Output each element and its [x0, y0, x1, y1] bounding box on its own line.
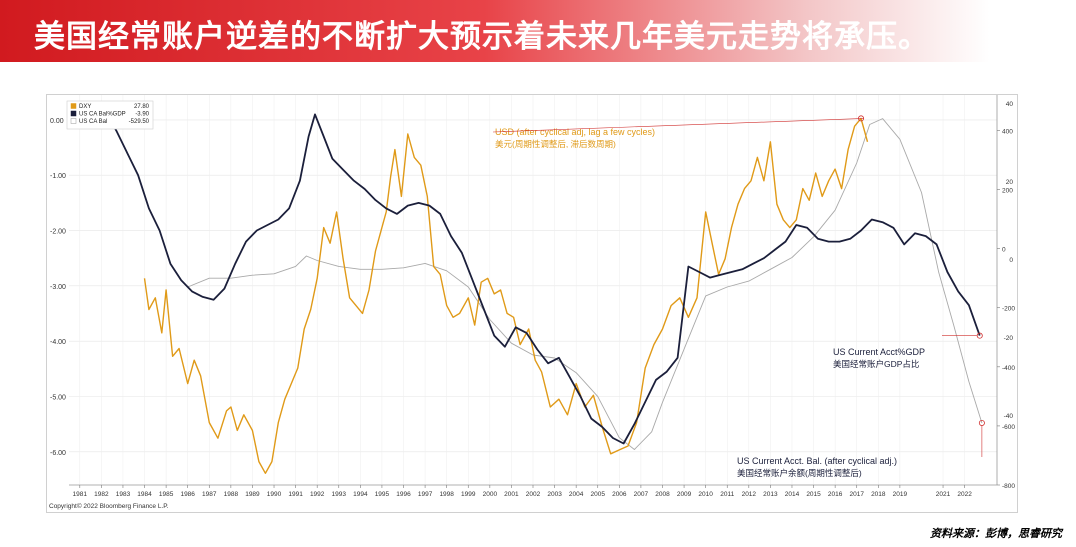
x-axis-tick-label: 1982	[94, 491, 109, 498]
grid	[69, 95, 997, 485]
legend-box	[66, 100, 154, 130]
legend-swatch	[70, 118, 77, 124]
annotation-bal-en: US Current Acct. Bal. (after cyclical ad…	[737, 456, 897, 466]
x-axis-tick-label: 1985	[159, 491, 174, 498]
series-line-dxy	[143, 117, 869, 474]
x-axis-tick-label: 1988	[224, 491, 239, 498]
x-axis-tick-label: 2000	[483, 491, 498, 498]
x-axis-tick-label: 2004	[569, 491, 584, 498]
x-axis-tick-label: 1998	[439, 491, 454, 498]
x-axis-tick-label: 2011	[720, 491, 734, 498]
x-axis-tick-label: 2015	[806, 491, 821, 498]
x-axis-tick-label: 1995	[375, 491, 390, 498]
right-inner-tick-label: 0	[1002, 247, 1006, 254]
x-axis-tick-label: 1987	[202, 491, 217, 498]
right-outer-tick-label: -40	[1004, 413, 1014, 420]
right-inner-tick-label: -600	[1002, 424, 1015, 431]
line-chart: 0.00-1.00-2.00-3.00-4.00-5.00-6.00400200…	[49, 95, 1015, 510]
x-axis-tick-label: 1983	[116, 491, 131, 498]
title-banner: 美国经常账户逆差的不断扩大预示着未来几年美元走势将承压。	[0, 0, 1076, 62]
x-axis-tick-label: 2002	[526, 491, 541, 498]
x-axis-tick-label: 2022	[957, 491, 972, 498]
x-axis-tick-label: 2017	[849, 491, 864, 498]
x-axis-tick-label: 1990	[267, 491, 282, 498]
right-outer-tick-label: 20	[1006, 179, 1014, 186]
legend-swatch	[70, 110, 77, 117]
annotations: USD (after cyclical adj, lag a few cycle…	[492, 115, 985, 478]
marker-bal-end	[978, 419, 985, 426]
x-axis-tick-label: 2018	[871, 491, 886, 498]
legend-label: US CA Bal%GDP	[79, 112, 126, 118]
series-line-us-ca-bal	[187, 118, 983, 450]
x-axis-tick-label: 1992	[310, 491, 325, 498]
legend-value: -3.90	[135, 112, 149, 118]
right-inner-tick-label: -800	[1002, 483, 1015, 490]
annotation-gdp-cn: 美国经常账户GDP占比	[833, 359, 919, 369]
right-outer-tick-label: -20	[1004, 335, 1014, 342]
x-axis-tick-label: 2007	[634, 491, 649, 498]
right-inner-tick-label: -200	[1002, 306, 1015, 313]
x-axis-tick-label: 2001	[504, 491, 519, 498]
x-axis-tick-label: 2016	[828, 491, 843, 498]
x-axis-tick-label: 2008	[655, 491, 670, 498]
x-axis-tick-label: 1996	[396, 491, 411, 498]
source-note: 资料来源：彭博，思睿研究	[930, 527, 1062, 540]
x-axis-tick-label: 1999	[461, 491, 476, 498]
x-axis-tick-label: 2012	[742, 491, 757, 498]
legend-swatch	[70, 103, 77, 109]
x-axis-tick-label: 2009	[677, 491, 692, 498]
legend-value: 27.80	[134, 104, 150, 110]
x-axis-tick-label: 2010	[698, 491, 713, 498]
left-axis-tick-label: -4.00	[50, 339, 66, 346]
x-axis-tick-label: 1984	[137, 491, 152, 498]
chart-frame: 0.00 -1.00 -2.00 -3.00 -4.00 -5.00 -6.00 400 200…	[46, 94, 1018, 513]
right-outer-tick-label: 0	[1009, 257, 1013, 264]
left-axis-tick-label: 0.00	[50, 118, 64, 125]
legend-label: DXY	[79, 104, 91, 110]
x-axis-tick-label: 1989	[245, 491, 260, 498]
x-axis-tick-label: 1993	[332, 491, 347, 498]
axes: 0.00-1.00-2.00-3.00-4.00-5.00-6.00400200…	[50, 95, 1015, 498]
left-axis-tick-label: -3.00	[50, 284, 66, 291]
left-axis-tick-label: -6.00	[50, 450, 66, 457]
left-axis-tick-label: -2.00	[50, 229, 66, 236]
right-outer-tick-label: 40	[1006, 101, 1014, 108]
slide-title: 美国经常账户逆差的不断扩大预示着未来几年美元走势将承压。	[34, 19, 930, 55]
annotation-gdp-en: US Current Acct%GDP	[833, 347, 925, 357]
x-axis-tick-label: 2013	[763, 491, 778, 498]
copyright-text: Copyright© 2022 Bloomberg Finance L.P.	[49, 502, 169, 510]
x-axis-tick-label: 2014	[785, 491, 800, 498]
x-axis-tick-label: 1986	[180, 491, 195, 498]
legend-label: US CA Bal	[79, 119, 107, 125]
x-axis-tick-label: 1997	[418, 491, 433, 498]
x-axis-tick-label: 1991	[288, 491, 303, 498]
x-axis-tick-label: 2003	[547, 491, 562, 498]
legend: DXY 27.80 US CA Bal%GDP -3.90 US CA Bal -529.…	[66, 100, 154, 130]
left-axis-tick-label: -5.00	[50, 394, 66, 401]
right-inner-tick-label: 400	[1002, 128, 1013, 135]
series-layer	[72, 107, 983, 474]
left-axis-tick-label: -1.00	[50, 173, 66, 180]
series-line-us-ca-bal-gdp	[72, 107, 981, 445]
annotation-dxy-cn: 美元(周期性调整后, 滞后数周期)	[495, 139, 616, 149]
x-axis-tick-label: 1994	[353, 491, 368, 498]
annotation-dxy-en: USD (after cyclical adj, lag a few cycle…	[495, 127, 655, 137]
x-axis-tick-label: 2005	[591, 491, 606, 498]
legend-value: -529.50	[129, 119, 150, 125]
x-axis-tick-label: 2021	[936, 491, 951, 498]
marker-gdp-end	[976, 332, 983, 339]
right-inner-tick-label: 200	[1002, 188, 1013, 195]
annotation-bal-cn: 美国经常账户余额(周期性调整后)	[737, 468, 862, 478]
x-axis-tick-label: 1981	[73, 491, 88, 498]
leader-dxy	[492, 118, 865, 133]
x-axis-tick-label: 2019	[893, 491, 908, 498]
x-axis-tick-label: 2006	[612, 491, 627, 498]
right-inner-tick-label: -400	[1002, 365, 1015, 372]
